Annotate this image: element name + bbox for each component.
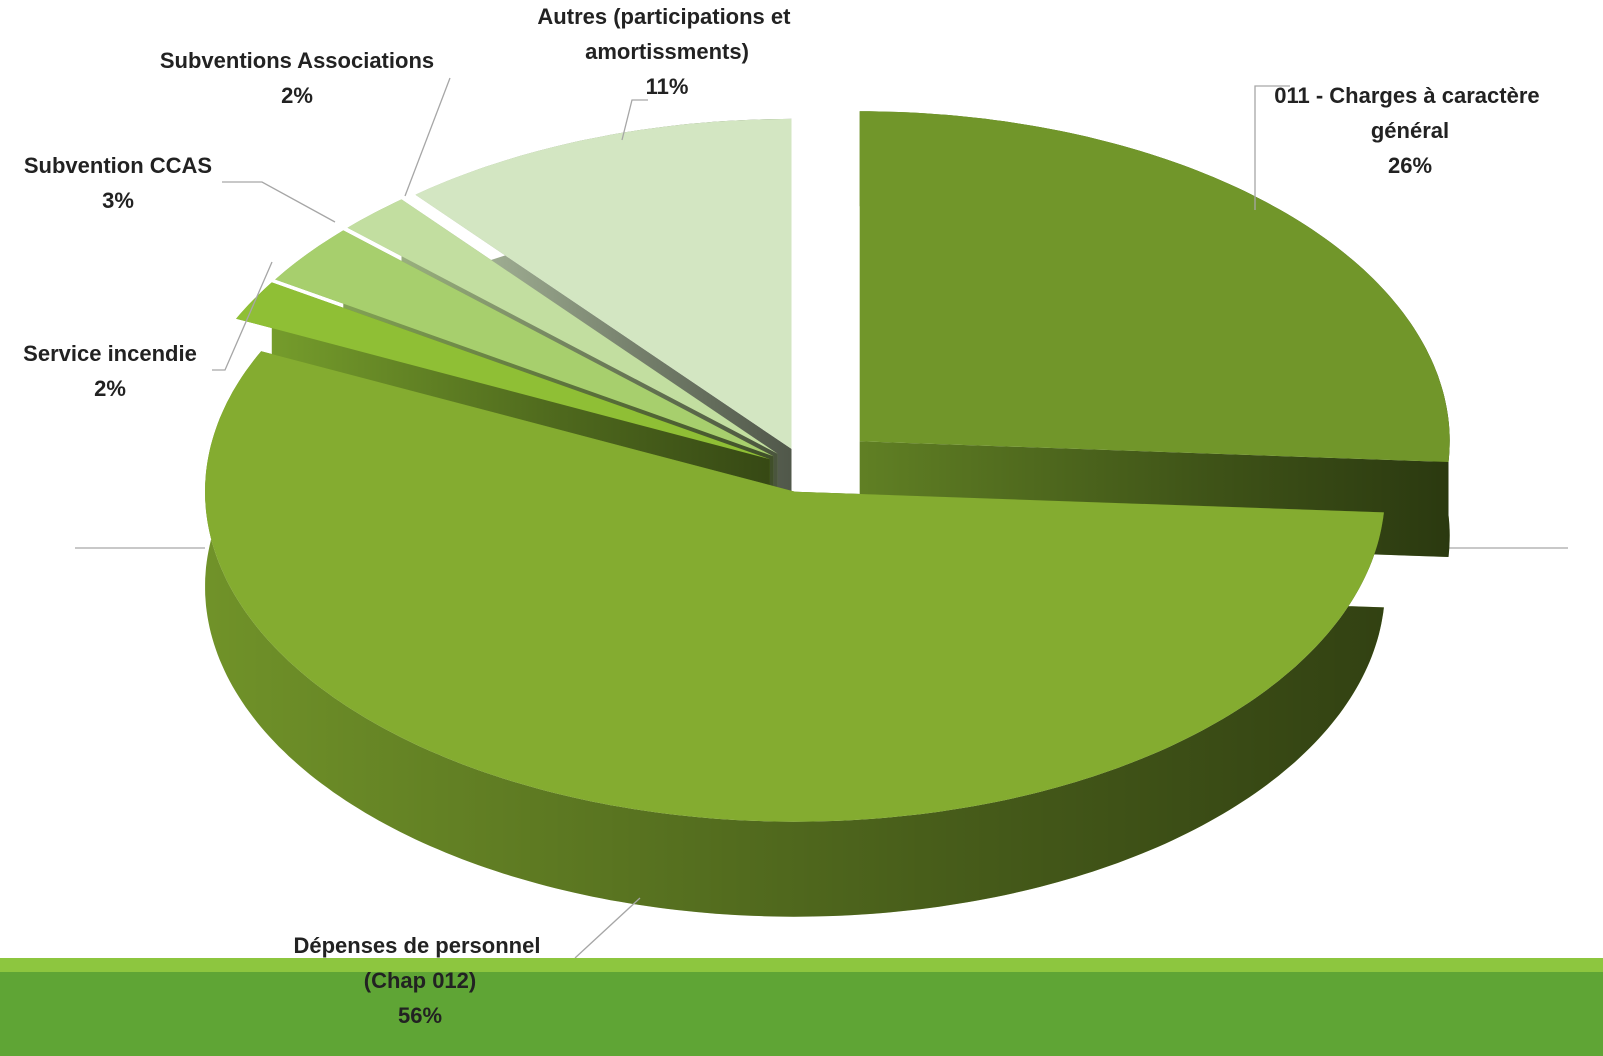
value-label: 2% [94, 376, 126, 401]
slice [415, 118, 792, 449]
leader-line [1254, 85, 1290, 210]
slice [236, 282, 770, 460]
value-label: 56% [398, 1003, 442, 1028]
footer-band [0, 958, 1603, 972]
leader-line [222, 181, 336, 223]
value-label: 3% [102, 188, 134, 213]
slice [205, 351, 1384, 822]
leader-line [404, 77, 451, 197]
slice [275, 230, 774, 457]
category-label: Dépenses de personnel (Chap 012) [293, 933, 546, 993]
leader-line [574, 897, 641, 959]
category-label: Subvention CCAS [24, 153, 212, 178]
category-label: 011 - Charges à caractère général [1274, 83, 1546, 143]
category-label: Service incendie [23, 341, 197, 366]
leader-line [212, 261, 273, 371]
value-label: 2% [281, 83, 313, 108]
footer-bar [0, 972, 1603, 1056]
value-label: 26% [1388, 153, 1432, 178]
slice [347, 199, 778, 454]
pie [205, 111, 1450, 917]
value-label: 11% [646, 74, 689, 99]
leader-line [621, 99, 648, 141]
labels: 011 - Charges à caractère général 26% Dépe… [23, 4, 1546, 1028]
slice [859, 111, 1450, 463]
category-label: Autres (participations et amortissments) [537, 4, 796, 64]
category-label: Subventions Associations [160, 48, 434, 73]
